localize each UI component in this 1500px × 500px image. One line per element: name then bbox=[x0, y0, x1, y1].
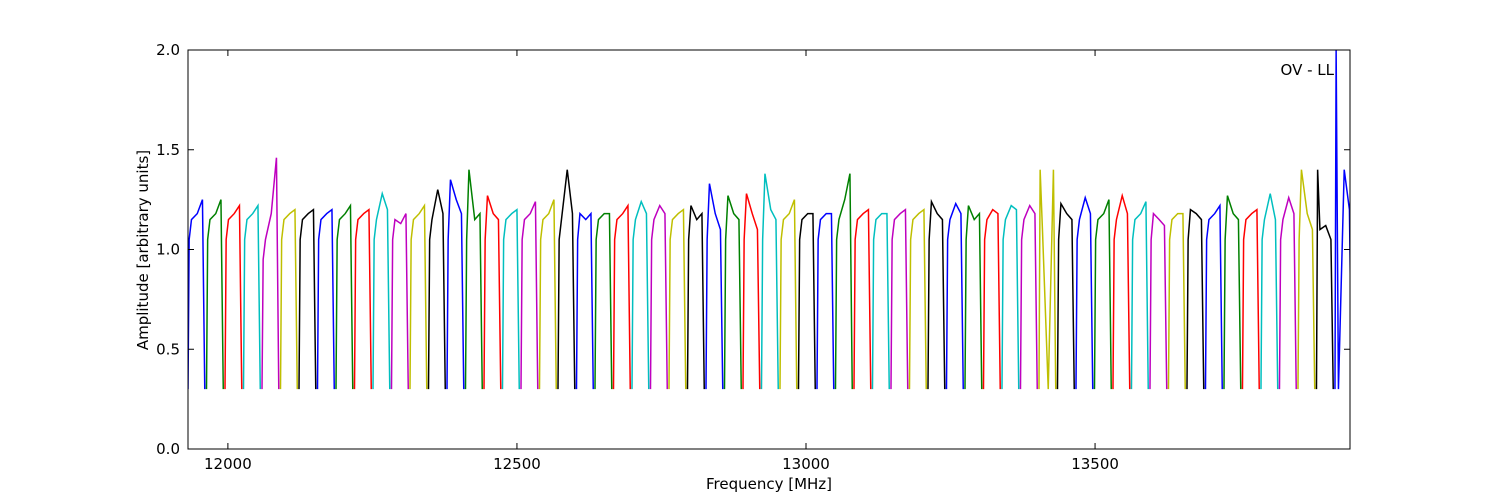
subband-line bbox=[594, 212, 613, 390]
subband-line bbox=[908, 208, 927, 390]
subband-line bbox=[760, 173, 779, 390]
subband-line bbox=[1204, 203, 1223, 390]
subband-line bbox=[483, 195, 502, 390]
y-tick-label: 2.0 bbox=[156, 41, 180, 59]
subband-line bbox=[649, 204, 669, 390]
subband-line bbox=[1223, 195, 1242, 390]
subband-line bbox=[1038, 169, 1057, 390]
subband-line bbox=[1186, 208, 1205, 390]
subband-line bbox=[816, 212, 835, 390]
subband-line bbox=[1149, 211, 1168, 390]
subband-line bbox=[982, 208, 1001, 390]
subband-line bbox=[1093, 199, 1112, 390]
subband-line bbox=[612, 203, 632, 390]
subband-line bbox=[464, 169, 484, 390]
subband-line bbox=[797, 212, 816, 390]
subband-line bbox=[242, 203, 262, 390]
subband-line bbox=[557, 169, 576, 390]
subband-line bbox=[1167, 212, 1186, 390]
subband-line bbox=[945, 201, 964, 390]
subband-line bbox=[1315, 169, 1334, 390]
y-axis-label: Amplitude [arbitrary units] bbox=[134, 150, 152, 350]
subband-line bbox=[1056, 201, 1075, 390]
subband-line bbox=[224, 203, 243, 390]
y-tick-label: 0.0 bbox=[156, 440, 180, 458]
subband-line bbox=[1075, 194, 1094, 390]
subband-line bbox=[834, 173, 853, 390]
x-tick-label: 12000 bbox=[204, 455, 252, 473]
subband-line bbox=[890, 208, 909, 390]
subband-line bbox=[1001, 204, 1020, 390]
x-axis-label: Frequency [MHz] bbox=[706, 475, 832, 493]
subband-line bbox=[205, 199, 225, 390]
subband-line bbox=[742, 193, 761, 390]
x-tick-label: 13500 bbox=[1071, 455, 1119, 473]
subband-line bbox=[1278, 194, 1297, 390]
y-tick-label: 0.5 bbox=[156, 340, 180, 358]
subband-line bbox=[631, 199, 650, 390]
annotation: OV - LL bbox=[1281, 61, 1335, 79]
subband-line bbox=[372, 190, 391, 390]
subband-line bbox=[927, 198, 946, 390]
subband-line bbox=[1241, 208, 1260, 390]
subband-line bbox=[446, 179, 465, 390]
subband-line bbox=[188, 199, 206, 390]
subband-line bbox=[575, 211, 595, 390]
subband-line bbox=[871, 212, 890, 390]
subband-line bbox=[353, 208, 373, 390]
subband-line bbox=[1112, 192, 1131, 390]
subband-line bbox=[1334, 50, 1350, 390]
subband-line bbox=[1260, 193, 1279, 390]
subband-line bbox=[501, 208, 521, 390]
subband-line bbox=[427, 189, 447, 390]
subband-line bbox=[261, 157, 280, 390]
subband-line bbox=[409, 203, 428, 390]
subband-line bbox=[723, 195, 743, 390]
x-tick-label: 12500 bbox=[493, 455, 541, 473]
subband-line bbox=[538, 199, 558, 390]
y-tick-label: 1.0 bbox=[156, 241, 180, 259]
y-tick-label: 1.5 bbox=[156, 141, 180, 159]
subband-line bbox=[316, 208, 336, 390]
subband-line bbox=[668, 208, 687, 390]
subband-line bbox=[964, 205, 983, 390]
x-tick-label: 13000 bbox=[782, 455, 830, 473]
subband-line bbox=[335, 203, 354, 390]
subband-line bbox=[390, 213, 410, 390]
subband-line bbox=[853, 208, 872, 390]
subband-line bbox=[705, 183, 724, 390]
subband-line bbox=[520, 201, 539, 390]
subband-line bbox=[1019, 204, 1038, 390]
plot-frame bbox=[187, 49, 1351, 450]
subband-line bbox=[298, 208, 317, 390]
subband-line bbox=[686, 205, 706, 390]
subband-line bbox=[279, 208, 299, 390]
plot-lines bbox=[188, 50, 1350, 390]
subband-line bbox=[1297, 169, 1316, 390]
subband-line bbox=[779, 199, 798, 390]
subband-line bbox=[1130, 201, 1149, 390]
